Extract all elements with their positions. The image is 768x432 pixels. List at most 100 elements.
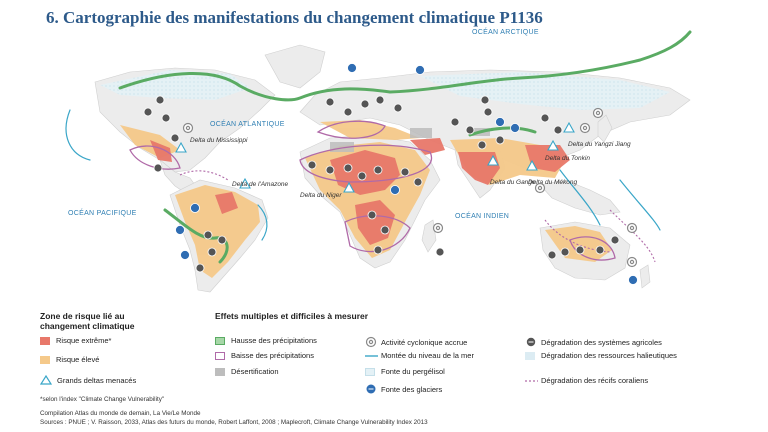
agri-marker	[435, 247, 445, 257]
agri-marker	[553, 125, 563, 135]
greenland	[264, 44, 326, 89]
legend-halieutiques: Dégradation des ressources halieutiques	[525, 351, 681, 360]
cyclone-marker	[629, 225, 635, 231]
agri-marker	[155, 95, 165, 105]
agri-marker	[560, 247, 570, 257]
agri-marker	[373, 245, 383, 255]
agri-marker	[161, 113, 171, 123]
agri-marker	[450, 117, 460, 127]
glacier-marker	[390, 185, 400, 195]
glacier-icon	[366, 384, 376, 394]
legend-agri-label: Dégradation des systèmes agricoles	[541, 337, 662, 347]
agri-marker	[367, 210, 377, 220]
legend-cyclone-label: Activité cyclonique accrue	[381, 337, 468, 347]
agri-marker	[325, 97, 335, 107]
hausse-swatch	[215, 336, 225, 345]
sources-note: Sources : PNUE ; V. Raisson, 2033, Atlas…	[40, 419, 428, 426]
glacier-marker	[628, 275, 638, 285]
japan	[597, 114, 613, 143]
cyclone-marker	[435, 225, 441, 231]
risque-eleve-swatch	[40, 355, 50, 364]
delta-triangle-icon	[40, 375, 52, 385]
agri-marker	[217, 235, 227, 245]
agri-marker	[203, 230, 213, 240]
agri-marker	[393, 103, 403, 113]
baisse-swatch	[215, 351, 225, 360]
legend-risque-eleve-label: Risque élevé	[56, 355, 100, 364]
legend-pergelisol-label: Fonte du pergélisol	[381, 367, 445, 376]
delta-mississippi-label: Delta du Mississippi	[190, 137, 248, 144]
risk-extreme-zones	[150, 138, 570, 245]
fonte-glaciers	[175, 63, 638, 285]
delta-triangle	[563, 121, 575, 133]
agri-marker	[495, 135, 505, 145]
new-zealand	[639, 264, 651, 289]
legend-zone-heading: Zone de risque lié au changement climati…	[40, 311, 135, 331]
delta-triangle	[239, 177, 251, 189]
risque-extreme-swatch	[40, 336, 50, 345]
legend-glaciers-label: Fonte des glaciers	[381, 384, 443, 394]
agri-marker	[610, 235, 620, 245]
legend-hausse-precipitations: Hausse des précipitations	[215, 336, 317, 345]
cyclone-marker	[629, 259, 635, 265]
index-note: *selon l'index "Climate Change Vulnerabi…	[40, 396, 165, 403]
agri-marker	[343, 163, 353, 173]
delta-triangle	[487, 154, 499, 166]
degradation-recifs	[179, 170, 656, 263]
agri-marker	[465, 125, 475, 135]
legend-desert-label: Désertification	[231, 367, 279, 376]
delta-triangle	[547, 139, 559, 151]
cyclone-marker	[595, 110, 601, 116]
montee-niveau-mer	[65, 109, 661, 241]
glacier-marker	[495, 117, 505, 127]
ocean-arctique-label: OCÉAN ARCTIQUE	[472, 27, 539, 36]
delta-triangle	[343, 181, 355, 193]
legend-risque-eleve: Risque élevé	[40, 355, 99, 364]
sea-level-line-icon	[365, 354, 378, 357]
delta-amazone-label: Delta de l'Amazone	[232, 181, 289, 188]
glacier-marker	[175, 225, 185, 235]
agri-marker	[195, 263, 205, 273]
agri-marker	[483, 107, 493, 117]
delta-yangzi-label: Delta du Yangzi Jiang	[568, 141, 631, 148]
hausse-precipitations	[118, 30, 692, 264]
se-asia-islands	[539, 179, 621, 216]
legend-mer: Montée du niveau de la mer	[365, 351, 474, 360]
delta-gange-label: Delta du Gange	[490, 179, 536, 186]
agri-marker	[325, 165, 335, 175]
agri-marker	[357, 171, 367, 181]
legend-pergelisol: Fonte du pergélisol	[365, 367, 445, 376]
agri-marker	[595, 245, 605, 255]
delta-tonkin-label: Delta du Tonkin	[545, 155, 590, 162]
legend-effets-heading: Effets multiples et difficiles à mesurer	[215, 311, 369, 321]
degradation-agricoles	[143, 95, 620, 273]
agri-marker	[375, 95, 385, 105]
glacier-marker	[415, 65, 425, 75]
agri-marker	[170, 133, 180, 143]
madagascar	[421, 219, 437, 253]
cyclone-marker	[537, 185, 543, 191]
pergelisol-swatch	[365, 367, 375, 376]
legend-risque-extreme: Risque extrême*	[40, 336, 111, 345]
ocean-indien-label: OCÉAN INDIEN	[455, 211, 509, 220]
delta-gange-text: Delta du Gange	[490, 179, 536, 186]
activite-cyclonique	[182, 107, 638, 268]
legend-cyclone: Activité cyclonique accrue	[365, 336, 467, 348]
reef-dotted-line-icon	[525, 379, 538, 382]
legend-baisse-label: Baisse des précipitations	[231, 351, 314, 360]
ocean-pacifique-label: OCÉAN PACIFIQUE	[68, 208, 137, 217]
cyclone-marker	[582, 125, 588, 131]
legend-hausse-label: Hausse des précipitations	[231, 336, 317, 345]
ocean-atlantique-label: OCÉAN ATLANTIQUE	[210, 119, 285, 128]
agri-marker	[547, 250, 557, 260]
legend-recifs: Dégradation des récifs coraliens	[525, 376, 648, 385]
agri-marker	[540, 113, 550, 123]
cyclone-icon	[365, 336, 377, 348]
agri-marker	[143, 107, 153, 117]
legend-glaciers: Fonte des glaciers	[365, 383, 442, 395]
legend-agri: Dégradation des systèmes agricoles	[525, 336, 662, 348]
delta-mekong-label: Delta du Mékong	[528, 179, 578, 186]
agri-marker	[575, 245, 585, 255]
agri-marker	[477, 140, 487, 150]
agri-marker	[400, 167, 410, 177]
